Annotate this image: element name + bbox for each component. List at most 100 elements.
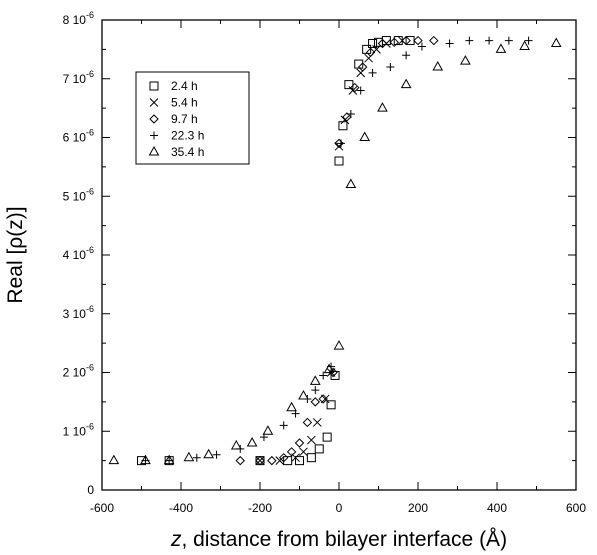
data-point [356, 86, 365, 95]
data-point [401, 35, 411, 46]
data-point [294, 438, 305, 448]
legend-marker [149, 98, 159, 107]
data-point [495, 43, 507, 53]
data-point [400, 78, 412, 89]
data-point [519, 40, 531, 50]
data-point [402, 51, 411, 60]
data-point [368, 39, 378, 48]
x-axis-label: z, distance from bilayer interface (Å) [170, 528, 507, 551]
data-point [203, 448, 215, 459]
data-point [275, 456, 285, 465]
data-point [465, 36, 474, 45]
data-point [326, 400, 336, 410]
data-point [311, 386, 320, 395]
data-point [299, 447, 308, 457]
data-point [354, 59, 364, 69]
data-point [445, 39, 454, 48]
data-point [309, 375, 321, 385]
data-point [342, 112, 352, 122]
data-point [262, 425, 274, 435]
data-point [413, 35, 423, 46]
data-point [318, 394, 328, 404]
data-point [322, 432, 332, 442]
legend-marker [148, 145, 160, 156]
data-point [386, 63, 395, 71]
data-point [212, 450, 221, 459]
data-point [267, 455, 277, 466]
data-point [393, 36, 403, 46]
y-tick-label: 8 10-6 [63, 10, 94, 27]
data-point [286, 447, 297, 457]
data-point [192, 453, 201, 462]
data-point [312, 418, 322, 427]
data-point [295, 456, 304, 466]
data-point [163, 454, 175, 465]
data-point [334, 138, 344, 149]
data-point [432, 60, 444, 71]
data-point [306, 453, 316, 463]
data-point [306, 435, 316, 445]
data-point [350, 82, 360, 93]
data-point [348, 86, 358, 95]
data-point [334, 156, 344, 166]
data-point [346, 110, 355, 118]
data-point [323, 363, 335, 374]
data-point [108, 454, 120, 465]
x-tick-label: -200 [248, 501, 272, 515]
legend-marker [149, 81, 159, 91]
data-point [377, 38, 388, 49]
data-point [460, 55, 471, 65]
series-triangle [108, 37, 562, 465]
data-point [344, 80, 354, 90]
data-point [381, 36, 391, 46]
data-point [302, 417, 313, 428]
x-tick-label: 0 [336, 501, 343, 515]
data-point [255, 456, 265, 465]
data-point [140, 454, 151, 465]
data-point [278, 452, 289, 463]
data-point [333, 340, 345, 350]
data-point [389, 37, 400, 48]
tick-labels: -600 -400 -200 0 200 400 600 0 1 10-6 2 10-6 3 10-… [63, 10, 587, 515]
x-tick-label: -400 [169, 501, 193, 515]
data-point [230, 439, 242, 450]
y-tick-label: 4 10-6 [63, 245, 94, 262]
y-tick-label: 7 10-6 [63, 69, 94, 86]
y-axis-label: Real [ρ(z)] [4, 206, 27, 303]
data-point [485, 36, 494, 45]
data-point [246, 436, 258, 447]
data-point [279, 421, 288, 430]
data-point [359, 131, 371, 141]
data-point [357, 62, 368, 72]
y-tick-label: 2 10-6 [63, 363, 94, 380]
y-tick-label: 0 [87, 483, 94, 497]
data-point [338, 121, 348, 131]
legend-marker [150, 131, 158, 140]
legend-marker [149, 114, 159, 124]
data-point [524, 36, 533, 45]
data-point [298, 389, 309, 400]
data-point [330, 370, 340, 380]
x-tick-label: 600 [566, 501, 586, 515]
y-tick-label: 6 10-6 [63, 128, 94, 145]
data-point [310, 397, 321, 407]
data-point [183, 451, 195, 462]
data-point [417, 42, 426, 51]
y-tick-label: 5 10-6 [63, 186, 94, 203]
data-point [345, 178, 357, 188]
data-point [314, 444, 324, 454]
data-point [550, 37, 562, 47]
data-point [429, 35, 439, 46]
data-point [340, 115, 350, 125]
legend-label: 22.3 h [171, 129, 204, 143]
x-tick-label: 400 [487, 501, 507, 515]
legend-label: 35.4 h [171, 145, 204, 159]
x-tick-label: 200 [408, 501, 428, 515]
x-tick-label: -600 [90, 501, 114, 515]
data-point [319, 371, 328, 380]
data-point [328, 367, 338, 378]
series-diamond [235, 35, 439, 466]
data-point [336, 139, 345, 148]
y-tick-label: 3 10-6 [63, 304, 94, 321]
y-tick-label: 1 10-6 [63, 421, 94, 438]
